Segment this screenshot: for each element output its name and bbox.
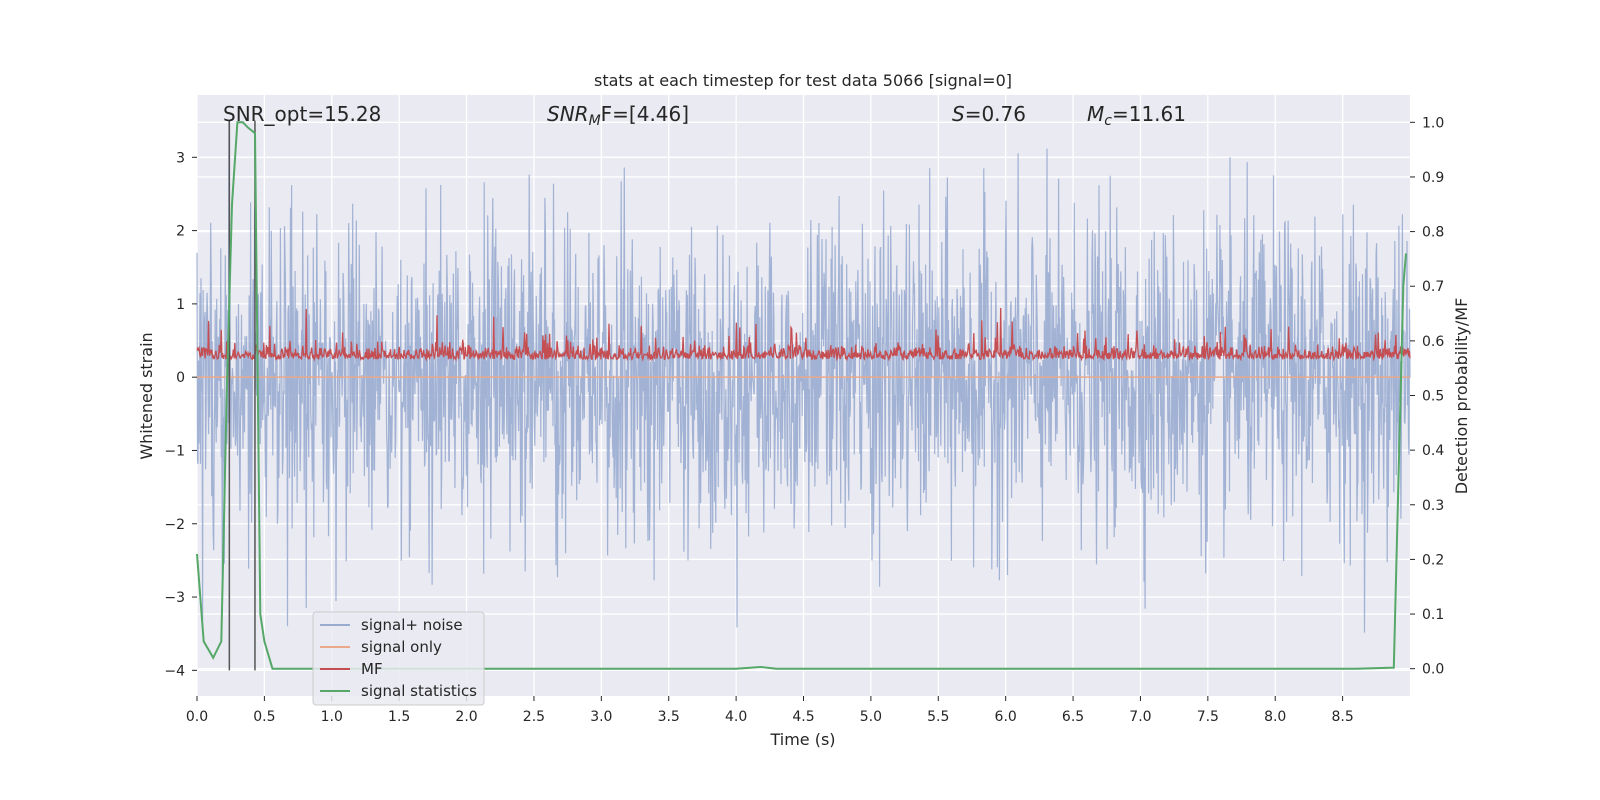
s-symbol: S <box>952 102 965 126</box>
x-tick-label: 1.0 <box>321 709 343 725</box>
x-tick-layer: 0.0 0.5 1.0 1.5 2.0 2.5 3.0 3.5 4.0 4.5 5.0 5.5 6.0 6… <box>186 696 1354 725</box>
y-left-tick-label: 2 <box>176 224 185 240</box>
y-right-tick-label: 1.0 <box>1422 115 1444 131</box>
legend-label-noise: signal+ noise <box>361 616 463 634</box>
mf-series-layer <box>196 307 1411 362</box>
y-right-tick-label: 0.4 <box>1422 443 1444 459</box>
y-left-axis-label: Whitened strain <box>137 332 156 459</box>
snr-mf-subscript: M <box>589 113 601 129</box>
x-tick-label: 4.5 <box>792 709 814 725</box>
legend-label-mf: MF <box>361 660 383 678</box>
mf-trace <box>196 307 1411 362</box>
snr-mf-symbol: SNR <box>547 102 589 126</box>
y-right-axis-label: Detection probability/MF <box>1452 298 1471 495</box>
snr-mf-annotation: SNRMF=[4.46] <box>547 102 689 129</box>
y-right-tick-label: 0.3 <box>1422 498 1444 514</box>
x-tick-label: 3.5 <box>658 709 680 725</box>
legend-label-stats: signal statistics <box>361 682 477 700</box>
x-tick-label: 0.5 <box>253 709 275 725</box>
y-right-tick-label: 0.8 <box>1422 225 1444 241</box>
x-tick-label: 0.0 <box>186 709 208 725</box>
x-axis-label: Time (s) <box>769 730 835 749</box>
x-tick-label: 2.0 <box>455 709 477 725</box>
noise-series-layer <box>196 120 1411 633</box>
x-tick-label: 6.5 <box>1062 709 1084 725</box>
s-value: =0.76 <box>965 102 1026 126</box>
mc-value: =11.61 <box>1112 102 1186 126</box>
x-tick-label: 2.5 <box>523 709 545 725</box>
x-tick-label: 5.0 <box>860 709 882 725</box>
legend-label-signal-only: signal only <box>361 638 442 656</box>
x-tick-label: 7.5 <box>1197 709 1219 725</box>
chart-title: stats at each timestep for test data 506… <box>594 71 1012 90</box>
legend-box <box>312 611 485 706</box>
y-right-tick-label: 0.2 <box>1422 552 1444 568</box>
y-left-tick-label: −2 <box>164 517 185 533</box>
y-right-tick-layer: 0.0 0.1 0.2 0.3 0.4 0.5 0.6 0.7 0.8 0.9 1.0 <box>1410 115 1444 678</box>
x-tick-label: 3.0 <box>590 709 612 725</box>
x-tick-label: 8.0 <box>1264 709 1286 725</box>
y-left-tick-label: −4 <box>164 663 185 679</box>
y-right-tick-label: 0.1 <box>1422 607 1444 623</box>
mc-symbol: M <box>1087 102 1104 126</box>
x-tick-label: 5.5 <box>927 709 949 725</box>
grid-layer <box>196 95 1410 696</box>
y-right-tick-label: 0.5 <box>1422 389 1444 405</box>
x-tick-label: 6.0 <box>995 709 1017 725</box>
y-left-tick-label: 3 <box>176 150 185 166</box>
y-left-tick-label: 0 <box>176 370 185 386</box>
legend: signal+ noise signal only MF signal stat… <box>312 611 485 706</box>
annotations: SNR_opt=15.28 SNRMF=[4.46] S=0.76 Mc=11.… <box>223 102 1186 129</box>
y-right-tick-label: 0.0 <box>1422 662 1444 678</box>
y-left-tick-label: −3 <box>164 590 185 606</box>
y-right-tick-label: 0.7 <box>1422 279 1444 295</box>
x-tick-label: 8.5 <box>1331 709 1353 725</box>
x-tick-label: 7.0 <box>1129 709 1151 725</box>
y-left-tick-layer: −4 −3 −2 −1 0 1 2 3 <box>164 150 197 679</box>
y-right-tick-label: 0.6 <box>1422 334 1444 350</box>
y-left-tick-label: −1 <box>164 443 185 459</box>
noise-trace <box>196 120 1411 633</box>
snr-mf-value: F=[4.46] <box>601 102 689 126</box>
x-tick-label: 4.0 <box>725 709 747 725</box>
mc-annotation: Mc=11.61 <box>1087 102 1186 129</box>
snr-opt-annotation: SNR_opt=15.28 <box>223 102 381 126</box>
x-tick-label: 1.5 <box>388 709 410 725</box>
mc-subscript: c <box>1104 113 1112 129</box>
y-right-tick-label: 0.9 <box>1422 170 1444 186</box>
s-annotation: S=0.76 <box>952 102 1026 126</box>
y-left-tick-label: 1 <box>176 297 185 313</box>
